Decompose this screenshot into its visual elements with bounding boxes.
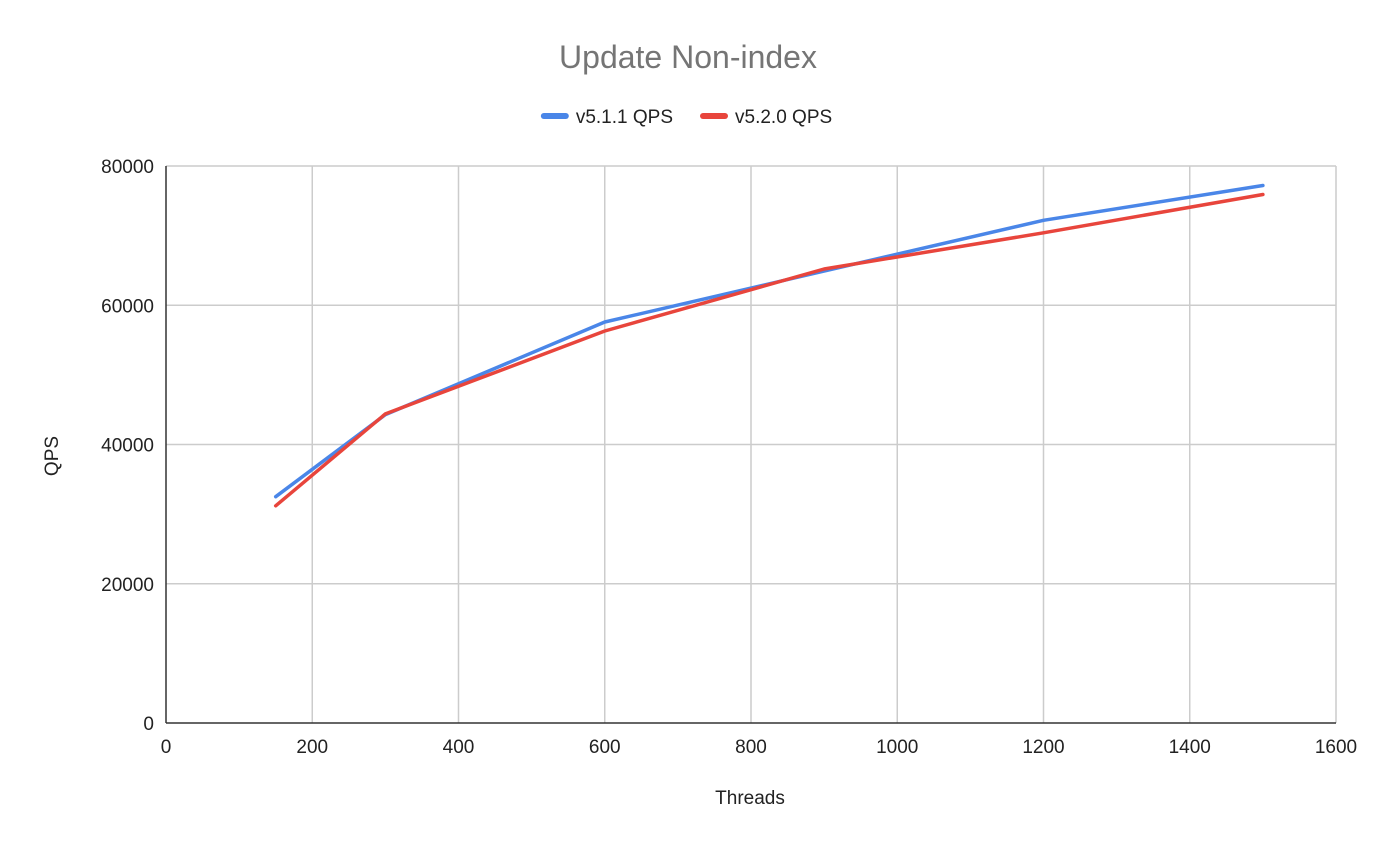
series-group — [273, 183, 1265, 508]
x-axis-ticks: 0 200 400 600 800 1000 1200 1400 1600 — [161, 737, 1357, 758]
chart-legend: v5.1.1 QPS v5.2.0 QPS — [540, 107, 832, 128]
x-tick-label: 1000 — [876, 737, 918, 758]
grid-lines — [166, 165, 1337, 723]
y-axis-title: QPS — [42, 436, 63, 476]
y-axis-ticks: 0 20000 40000 60000 80000 — [101, 157, 154, 735]
x-tick-label: 0 — [161, 737, 172, 758]
legend-label-2: v5.2.0 QPS — [735, 107, 832, 128]
y-tick-label: 60000 — [101, 296, 154, 317]
series-line-1 — [273, 183, 1265, 499]
y-tick-label: 40000 — [101, 436, 154, 457]
x-tick-label: 600 — [589, 737, 621, 758]
y-tick-label: 0 — [143, 714, 154, 735]
series-line-2 — [273, 192, 1265, 508]
legend-label-1: v5.1.1 QPS — [576, 107, 673, 128]
x-tick-label: 400 — [443, 737, 475, 758]
chart-title: Update Non-index — [559, 39, 817, 75]
x-tick-label: 1400 — [1169, 737, 1211, 758]
y-tick-label: 80000 — [101, 157, 154, 178]
x-tick-label: 800 — [735, 737, 767, 758]
axes — [165, 166, 1336, 724]
y-tick-label: 20000 — [101, 575, 154, 596]
x-axis-title: Threads — [715, 788, 785, 809]
x-tick-label: 1600 — [1315, 737, 1357, 758]
x-tick-label: 1200 — [1022, 737, 1064, 758]
x-tick-label: 200 — [296, 737, 328, 758]
